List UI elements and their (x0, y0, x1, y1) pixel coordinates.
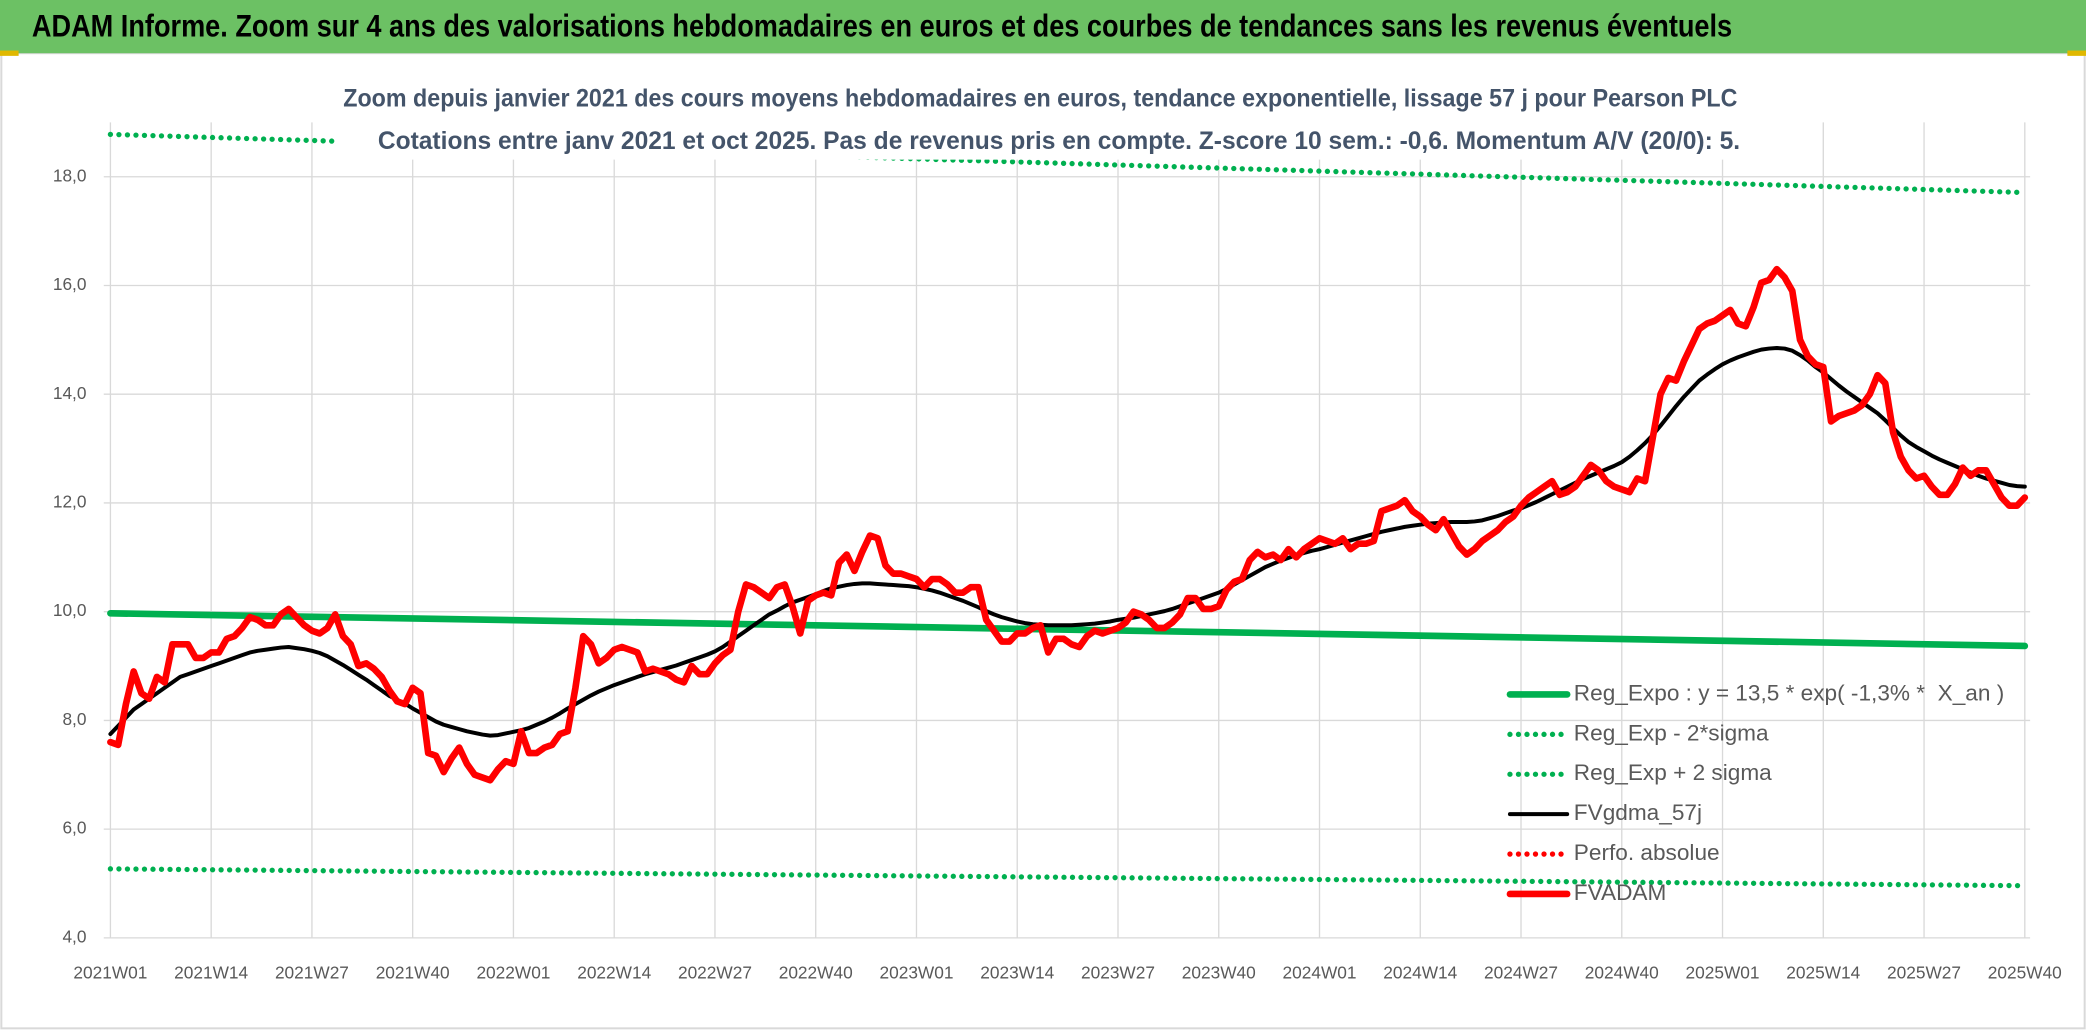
x-tick-label: 2022W14 (577, 962, 651, 982)
y-tick-label: 16,0 (53, 274, 87, 294)
x-tick-label: 2025W14 (1786, 962, 1860, 982)
chart-subtitle: Zoom depuis janvier 2021 des cours moyen… (343, 84, 1737, 112)
y-tick-label: 6,0 (62, 818, 86, 838)
x-tick-label: 2022W40 (779, 962, 853, 982)
legend-label: Perfo. absolue (1574, 840, 1720, 865)
x-tick-label: 2023W27 (1081, 962, 1155, 982)
x-tick-label: 2023W01 (879, 962, 953, 982)
x-tick-label: 2025W40 (1988, 962, 2062, 982)
legend-label: Reg_Expo : y = 13,5 * exp( -1,3% * X_an … (1574, 680, 2004, 705)
y-tick-label: 14,0 (53, 383, 87, 403)
corner-accent (0, 50, 19, 56)
x-tick-label: 2025W27 (1887, 962, 1961, 982)
y-tick-label: 18,0 (53, 165, 87, 185)
subtitle-background (336, 74, 1747, 160)
x-tick-label: 2024W27 (1484, 962, 1558, 982)
x-tick-label: 2023W40 (1182, 962, 1256, 982)
x-tick-label: 2023W14 (980, 962, 1054, 982)
legend-label: FVADAM (1574, 880, 1667, 905)
y-tick-label: 4,0 (62, 926, 86, 946)
x-tick-label: 2021W40 (376, 962, 450, 982)
x-tick-label: 2022W01 (476, 962, 550, 982)
series-line (107, 265, 2029, 784)
y-tick-label: 8,0 (62, 709, 86, 729)
x-tick-label: 2025W01 (1686, 962, 1760, 982)
x-tick-label: 2024W40 (1585, 962, 1659, 982)
x-tick-label: 2024W01 (1283, 962, 1357, 982)
x-tick-label: 2021W14 (174, 962, 248, 982)
x-tick-label: 2024W14 (1383, 962, 1457, 982)
x-tick-label: 2021W01 (73, 962, 147, 982)
series-line (107, 609, 2029, 650)
corner-accent (2067, 50, 2086, 56)
legend-label: Reg_Exp - 2*sigma (1574, 720, 1769, 745)
legend: Reg_Expo : y = 13,5 * exp( -1,3% * X_an … (1506, 680, 2004, 905)
chart-subtitle: Cotations entre janv 2021 et oct 2025. P… (378, 127, 1740, 155)
legend-label: Reg_Exp + 2 sigma (1574, 760, 1772, 785)
legend-label: FVgdma_57j (1574, 800, 1702, 825)
chart-title: ADAM Informe. Zoom sur 4 ans des valoris… (32, 7, 1732, 43)
y-tick-label: 10,0 (53, 600, 87, 620)
series-line (108, 346, 2027, 738)
title-banner (0, 0, 2086, 54)
series-lines (107, 131, 2029, 889)
grid: 4,0 6,0 8,0 10,0 12,0 14,0 16,0 18,0 2021W01 2021… (53, 122, 2062, 982)
x-tick-label: 2022W27 (678, 962, 752, 982)
y-tick-label: 12,0 (53, 492, 87, 512)
x-tick-label: 2021W27 (275, 962, 349, 982)
